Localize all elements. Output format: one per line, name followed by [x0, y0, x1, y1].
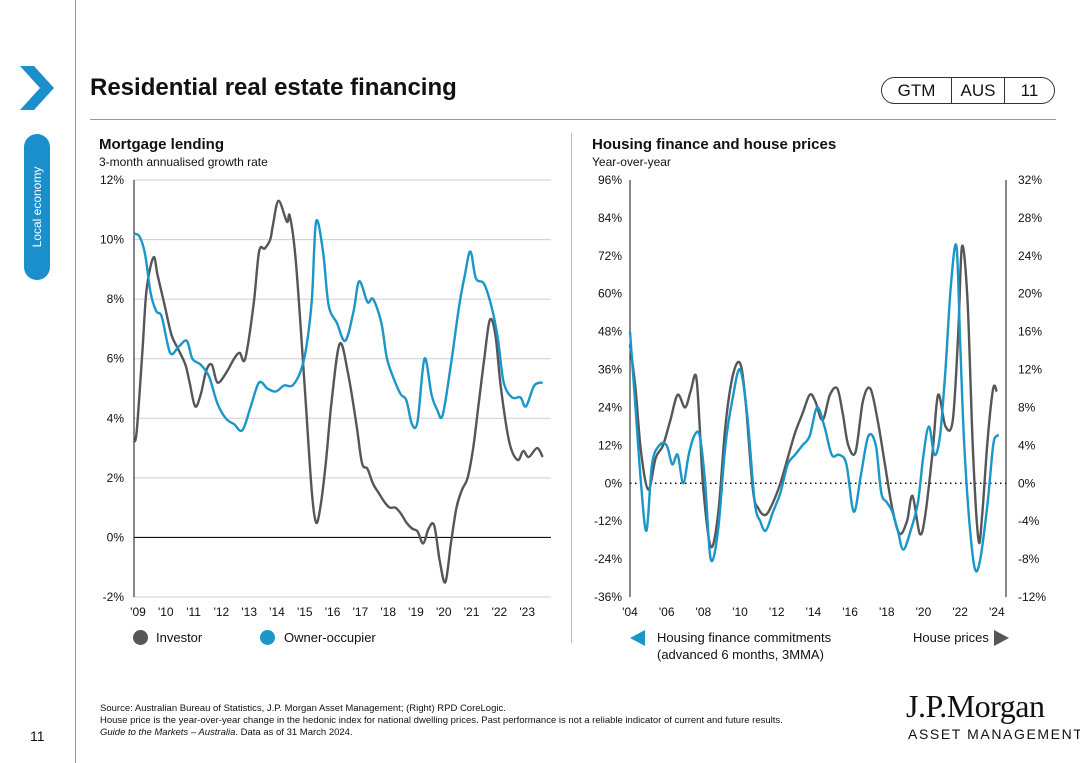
footer-note: House price is the year-over-year change… [100, 715, 783, 726]
x-tick-label: '17 [353, 605, 369, 619]
x-tick-label: '15 [297, 605, 313, 619]
y-tick-label: 8% [107, 292, 125, 306]
y-right-tick-label: 16% [1018, 325, 1042, 339]
footer-guide-rest: . Data as of 31 March 2024. [235, 727, 353, 738]
x-tick-label: '09 [130, 605, 146, 619]
sidebar-divider [75, 0, 76, 763]
y-right-tick-label: 24% [1018, 249, 1042, 263]
footer-source: Source: Australian Bureau of Statistics,… [100, 703, 506, 714]
page-title: Residential real estate financing [90, 74, 457, 101]
y-left-tick-label: 24% [598, 400, 622, 414]
x-tick-label: '23 [519, 605, 535, 619]
x-tick-label: '13 [241, 605, 257, 619]
x-tick-label: '10 [732, 605, 748, 619]
x-tick-label: '18 [879, 605, 895, 619]
badge-gtm: GTM [882, 78, 952, 103]
y-right-tick-label: 0% [1018, 476, 1036, 490]
badge-page: 11 [1020, 80, 1039, 100]
legend-owner-label: Owner-occupier [284, 630, 376, 645]
legend-investor-marker [133, 630, 148, 645]
page-number: 11 [30, 728, 45, 744]
y-left-tick-label: 36% [598, 363, 622, 377]
y-right-tick-label: -12% [1018, 590, 1046, 604]
y-right-tick-label: 20% [1018, 287, 1042, 301]
legend-investor-label: Investor [156, 630, 203, 645]
x-tick-label: '16 [325, 605, 341, 619]
x-tick-label: '08 [696, 605, 712, 619]
y-left-tick-label: 72% [598, 249, 622, 263]
section-tab[interactable]: Local economy [24, 134, 50, 280]
left-arrow-icon [630, 630, 646, 651]
badge-region: AUS [952, 78, 1005, 103]
y-left-tick-label: 84% [598, 211, 622, 225]
right-chart-title: Housing finance and house prices [592, 136, 837, 153]
series-line-house-prices [628, 243, 1000, 573]
x-tick-label: '12 [214, 605, 230, 619]
mortgage-lending-chart: -2% 0% 2% 4% 6% 8% 10% 12% '09 '10 '11 '12 '13 '14 '15… [100, 173, 551, 619]
header-rule [90, 119, 1056, 120]
y-right-tick-label: -4% [1018, 514, 1040, 528]
x-tick-label: '19 [408, 605, 424, 619]
y-right-tick-label: 28% [1018, 211, 1042, 225]
y-tick-label: 2% [107, 471, 125, 485]
legend-owner-marker [260, 630, 275, 645]
x-tick-label: '14 [806, 605, 822, 619]
y-tick-label: 0% [107, 530, 125, 544]
x-tick-label: '14 [269, 605, 285, 619]
logo-subtitle: ASSET MANAGEMENT [908, 726, 1080, 742]
x-tick-label: '21 [464, 605, 480, 619]
y-left-tick-label: -12% [594, 514, 622, 528]
x-tick-label: '10 [158, 605, 174, 619]
y-right-tick-label: 12% [1018, 363, 1042, 377]
series-line-investor [132, 199, 544, 584]
left-chart-title: Mortgage lending [99, 136, 224, 153]
x-tick-label: '12 [769, 605, 785, 619]
y-tick-label: 10% [100, 233, 124, 247]
legend-house-prices-label: House prices [913, 630, 989, 645]
series-line-owner-occupier [133, 218, 544, 433]
x-tick-label: '04 [622, 605, 638, 619]
y-left-tick-label: 60% [598, 287, 622, 301]
x-tick-label: '20 [436, 605, 452, 619]
y-left-tick-label: 12% [598, 438, 622, 452]
footer-guide-title: Guide to the Markets – Australia [100, 727, 236, 738]
x-tick-label: '24 [989, 605, 1005, 619]
x-tick-label: '16 [842, 605, 858, 619]
housing-finance-chart: -36% -24% -12% 0% 12% 24% 36% 48% 60% 72% 84% 96% -1… [594, 173, 1046, 619]
x-tick-label: '06 [659, 605, 675, 619]
chevron-right-icon [20, 66, 54, 115]
x-tick-label: '20 [916, 605, 932, 619]
x-tick-label: '22 [492, 605, 508, 619]
x-tick-label: '22 [952, 605, 968, 619]
chart-divider [571, 133, 572, 643]
y-left-tick-label: -24% [594, 552, 622, 566]
y-right-tick-label: -8% [1018, 552, 1040, 566]
x-tick-label: '18 [380, 605, 396, 619]
y-tick-label: 6% [107, 352, 125, 366]
legend-finance-sublabel: (advanced 6 months, 3MMA) [657, 647, 824, 662]
series-line-housing-finance [628, 244, 998, 549]
y-right-tick-label: 8% [1018, 400, 1036, 414]
right-arrow-icon [993, 630, 1009, 651]
footer-guide: Guide to the Markets – Australia. Data a… [100, 727, 353, 738]
y-right-tick-label: 4% [1018, 438, 1036, 452]
y-left-tick-label: 96% [598, 173, 622, 187]
right-chart-subtitle: Year-over-year [592, 155, 671, 169]
y-right-tick-label: 32% [1018, 173, 1042, 187]
x-tick-label: '11 [186, 605, 201, 619]
y-tick-label: 12% [100, 173, 124, 187]
legend-finance-label: Housing finance commitments [657, 630, 832, 645]
y-left-tick-label: 0% [605, 476, 623, 490]
y-left-tick-label: -36% [594, 590, 622, 604]
logo-wordmark: J.P.Morgan [906, 688, 1045, 724]
y-left-tick-label: 48% [598, 325, 622, 339]
y-tick-label: -2% [103, 590, 125, 604]
y-tick-label: 4% [107, 411, 125, 425]
left-chart-subtitle: 3-month annualised growth rate [99, 155, 268, 169]
page-badge: GTM AUS 11 [881, 77, 1055, 104]
